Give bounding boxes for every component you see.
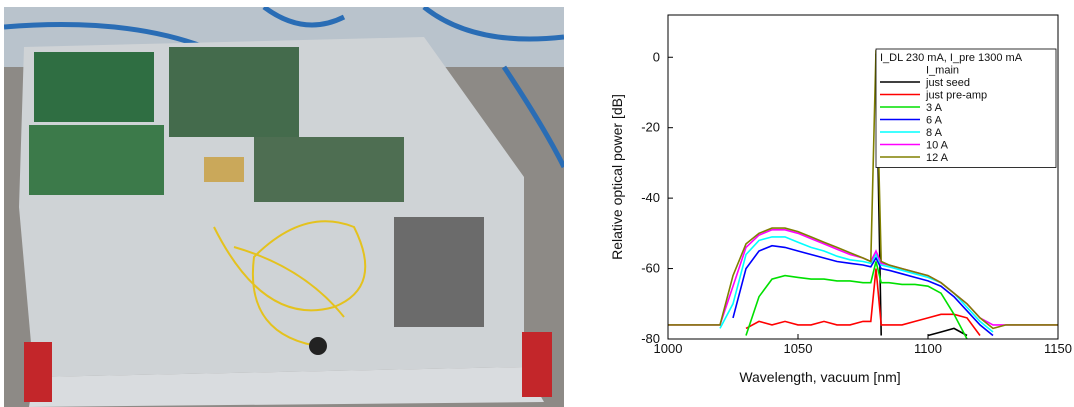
port (309, 337, 327, 355)
legend-box (875, 48, 1057, 168)
legend-title: I_DL 230 mA, I_pre 1300 mA (880, 52, 1023, 64)
y-tick-label: -60 (641, 261, 660, 276)
legend-label: 10 A (926, 140, 949, 152)
legend-label: 6 A (926, 115, 943, 127)
y-tick-label: -40 (641, 190, 660, 205)
y-axis-label: Relative optical power [dB] (609, 94, 625, 260)
x-tick-label: 1050 (784, 341, 813, 356)
circuit-board (34, 52, 154, 122)
fibers (213, 220, 367, 348)
legend-label: just seed (925, 77, 970, 89)
legend-label: 3 A (926, 102, 943, 114)
circuit-board (169, 47, 299, 137)
mechanics (394, 217, 484, 327)
front-panel (29, 367, 544, 407)
y-tick-label: -20 (641, 120, 660, 135)
chart: Wavelength, vacuum [nm] Relative optical… (609, 14, 1072, 385)
series-line (719, 236, 994, 333)
module (204, 157, 244, 182)
legend-label: just pre-amp (925, 90, 987, 102)
handle (522, 332, 552, 397)
series-line (668, 229, 1058, 326)
x-axis-label: Wavelength, vacuum [nm] (739, 369, 900, 385)
x-tick-label: 1100 (914, 341, 942, 356)
circuit-board (254, 137, 404, 202)
x-tick-label: 1000 (654, 341, 683, 356)
y-tick-label: -80 (641, 331, 660, 346)
legend-label: 8 A (926, 127, 943, 139)
handle (24, 342, 52, 402)
legend-subtitle: I_main (926, 65, 959, 77)
plot-frame (667, 14, 1059, 340)
series-line (732, 244, 994, 337)
series-line (745, 268, 981, 336)
y-tick-label: 0 (653, 49, 660, 64)
series-line (668, 50, 1058, 330)
cables (4, 7, 564, 169)
hardware-photo (4, 7, 564, 407)
x-tick-label: 1150 (1044, 341, 1072, 356)
series-line (745, 261, 968, 339)
legend-label: 12 A (926, 152, 949, 164)
circuit-board (29, 125, 164, 195)
